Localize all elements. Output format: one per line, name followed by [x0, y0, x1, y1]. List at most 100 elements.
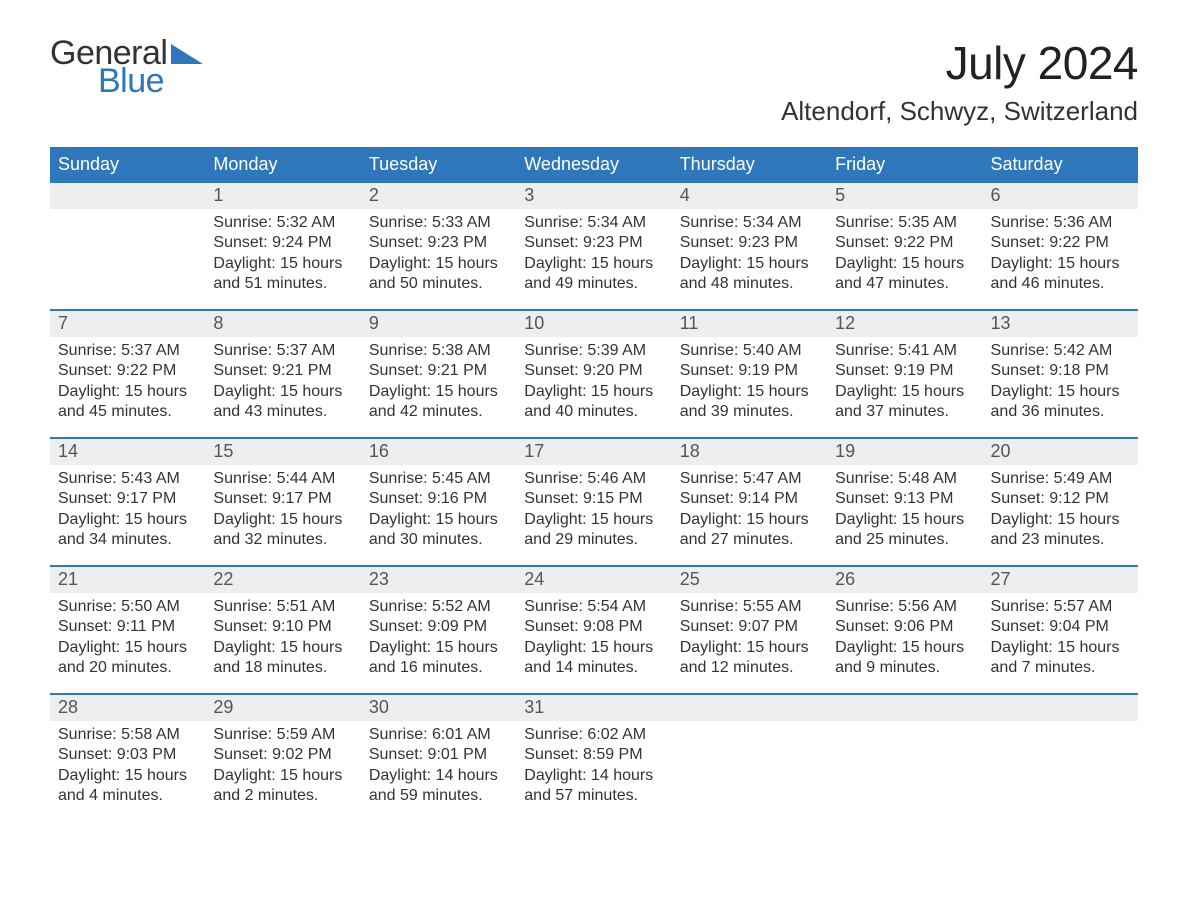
day-cell — [50, 209, 205, 309]
day-number: 9 — [361, 311, 516, 337]
sunrise-line: Sunrise: 5:47 AM — [680, 469, 819, 489]
day-number: 18 — [672, 439, 827, 465]
day-number: 21 — [50, 567, 205, 593]
page: General Blue July 2024 Altendorf, Schwyz… — [0, 0, 1188, 861]
daylight-line: Daylight: 15 hours and 23 minutes. — [991, 510, 1130, 551]
day-number-row: 78910111213 — [50, 309, 1138, 337]
day-number: 31 — [516, 695, 671, 721]
daylight-line: Daylight: 15 hours and 16 minutes. — [369, 638, 508, 679]
weekday-header: Saturday — [983, 147, 1138, 183]
day-number: 16 — [361, 439, 516, 465]
day-cell: Sunrise: 5:37 AMSunset: 9:21 PMDaylight:… — [205, 337, 360, 437]
daylight-line: Daylight: 15 hours and 39 minutes. — [680, 382, 819, 423]
sunset-line: Sunset: 9:09 PM — [369, 617, 508, 637]
sunrise-line: Sunrise: 5:35 AM — [835, 213, 974, 233]
sunrise-line: Sunrise: 5:55 AM — [680, 597, 819, 617]
day-cell: Sunrise: 5:34 AMSunset: 9:23 PMDaylight:… — [672, 209, 827, 309]
daylight-line: Daylight: 15 hours and 48 minutes. — [680, 254, 819, 295]
week-row: Sunrise: 5:37 AMSunset: 9:22 PMDaylight:… — [50, 337, 1138, 437]
header-block: General Blue July 2024 Altendorf, Schwyz… — [50, 36, 1138, 127]
day-number: 25 — [672, 567, 827, 593]
sunset-line: Sunset: 9:21 PM — [369, 361, 508, 381]
calendar: SundayMondayTuesdayWednesdayThursdayFrid… — [50, 147, 1138, 821]
sunset-line: Sunset: 9:16 PM — [369, 489, 508, 509]
day-number: 24 — [516, 567, 671, 593]
daylight-line: Daylight: 15 hours and 45 minutes. — [58, 382, 197, 423]
sunrise-line: Sunrise: 5:52 AM — [369, 597, 508, 617]
day-cell — [983, 721, 1138, 821]
day-cell: Sunrise: 6:02 AMSunset: 8:59 PMDaylight:… — [516, 721, 671, 821]
day-cell: Sunrise: 5:45 AMSunset: 9:16 PMDaylight:… — [361, 465, 516, 565]
sunrise-line: Sunrise: 5:39 AM — [524, 341, 663, 361]
day-cell: Sunrise: 5:47 AMSunset: 9:14 PMDaylight:… — [672, 465, 827, 565]
sunset-line: Sunset: 9:06 PM — [835, 617, 974, 637]
day-cell: Sunrise: 5:51 AMSunset: 9:10 PMDaylight:… — [205, 593, 360, 693]
weekday-header: Sunday — [50, 147, 205, 183]
sunrise-line: Sunrise: 6:02 AM — [524, 725, 663, 745]
weekday-header-row: SundayMondayTuesdayWednesdayThursdayFrid… — [50, 147, 1138, 183]
day-cell: Sunrise: 5:41 AMSunset: 9:19 PMDaylight:… — [827, 337, 982, 437]
sunset-line: Sunset: 9:19 PM — [835, 361, 974, 381]
weekday-header: Wednesday — [516, 147, 671, 183]
sunrise-line: Sunrise: 5:40 AM — [680, 341, 819, 361]
day-number: 28 — [50, 695, 205, 721]
sunrise-line: Sunrise: 5:33 AM — [369, 213, 508, 233]
day-number: 8 — [205, 311, 360, 337]
day-number-row: 28293031 — [50, 693, 1138, 721]
day-cell — [672, 721, 827, 821]
day-cell: Sunrise: 5:57 AMSunset: 9:04 PMDaylight:… — [983, 593, 1138, 693]
weekday-header: Monday — [205, 147, 360, 183]
day-cell: Sunrise: 5:48 AMSunset: 9:13 PMDaylight:… — [827, 465, 982, 565]
day-cell: Sunrise: 5:56 AMSunset: 9:06 PMDaylight:… — [827, 593, 982, 693]
weekday-header: Friday — [827, 147, 982, 183]
sunset-line: Sunset: 9:18 PM — [991, 361, 1130, 381]
day-cell: Sunrise: 5:32 AMSunset: 9:24 PMDaylight:… — [205, 209, 360, 309]
sunset-line: Sunset: 9:21 PM — [213, 361, 352, 381]
sunrise-line: Sunrise: 5:41 AM — [835, 341, 974, 361]
sunrise-line: Sunrise: 5:37 AM — [58, 341, 197, 361]
sunrise-line: Sunrise: 5:34 AM — [680, 213, 819, 233]
day-number: 17 — [516, 439, 671, 465]
day-number: 22 — [205, 567, 360, 593]
weekday-header: Thursday — [672, 147, 827, 183]
location-subtitle: Altendorf, Schwyz, Switzerland — [781, 96, 1138, 127]
sunrise-line: Sunrise: 5:58 AM — [58, 725, 197, 745]
sunset-line: Sunset: 9:03 PM — [58, 745, 197, 765]
daylight-line: Daylight: 15 hours and 18 minutes. — [213, 638, 352, 679]
day-cell: Sunrise: 5:42 AMSunset: 9:18 PMDaylight:… — [983, 337, 1138, 437]
sunrise-line: Sunrise: 5:38 AM — [369, 341, 508, 361]
day-cell: Sunrise: 5:50 AMSunset: 9:11 PMDaylight:… — [50, 593, 205, 693]
day-number: 5 — [827, 183, 982, 209]
daylight-line: Daylight: 15 hours and 25 minutes. — [835, 510, 974, 551]
week-row: Sunrise: 5:58 AMSunset: 9:03 PM Daylight:… — [50, 721, 1138, 821]
day-cell: Sunrise: 5:52 AMSunset: 9:09 PMDaylight:… — [361, 593, 516, 693]
day-cell: Sunrise: 5:44 AMSunset: 9:17 PMDaylight:… — [205, 465, 360, 565]
sunrise-line: Sunrise: 5:37 AM — [213, 341, 352, 361]
sunrise-line: Sunrise: 5:36 AM — [991, 213, 1130, 233]
day-number: 1 — [205, 183, 360, 209]
day-cell: Sunrise: 5:37 AMSunset: 9:22 PMDaylight:… — [50, 337, 205, 437]
sunrise-line: Sunrise: 5:46 AM — [524, 469, 663, 489]
sunset-line: Sunset: 9:23 PM — [524, 233, 663, 253]
day-number-row: 21222324252627 — [50, 565, 1138, 593]
day-number: 29 — [205, 695, 360, 721]
daylight-line: Daylight: 15 hours and 49 minutes. — [524, 254, 663, 295]
sunset-line: Sunset: 9:20 PM — [524, 361, 663, 381]
day-number: 19 — [827, 439, 982, 465]
sunrise-line: Sunrise: 5:56 AM — [835, 597, 974, 617]
day-number — [983, 695, 1138, 721]
day-number-row: 123456 — [50, 183, 1138, 209]
sunrise-line: Sunrise: 5:43 AM — [58, 469, 197, 489]
daylight-line: Daylight: 15 hours and 36 minutes. — [991, 382, 1130, 423]
day-number: 15 — [205, 439, 360, 465]
sunrise-line: Sunrise: 5:57 AM — [991, 597, 1130, 617]
daylight-line: Daylight: 14 hours and 57 minutes. — [524, 766, 663, 807]
daylight-line: Daylight: 15 hours and 47 minutes. — [835, 254, 974, 295]
daylight-line: Daylight: 15 hours and 9 minutes. — [835, 638, 974, 679]
sunset-line: Sunset: 9:15 PM — [524, 489, 663, 509]
sunset-line: Sunset: 9:07 PM — [680, 617, 819, 637]
sunset-line: Sunset: 9:12 PM — [991, 489, 1130, 509]
day-number: 10 — [516, 311, 671, 337]
day-number: 20 — [983, 439, 1138, 465]
daylight-line: Daylight: 15 hours and 12 minutes. — [680, 638, 819, 679]
